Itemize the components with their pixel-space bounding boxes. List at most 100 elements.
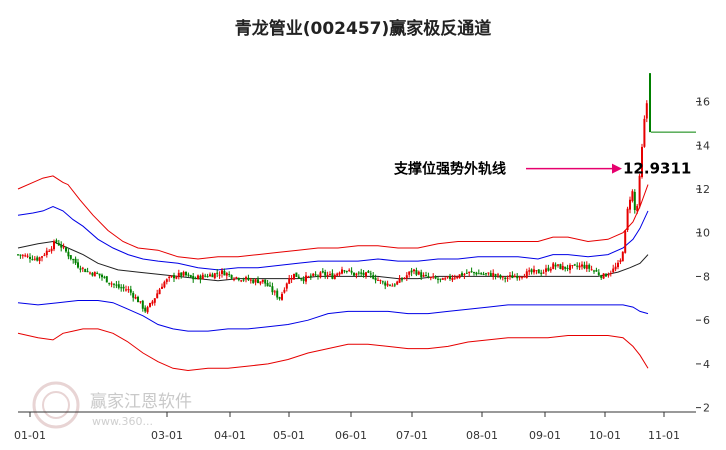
candle-body <box>115 284 118 286</box>
candle-body <box>489 273 492 277</box>
candle-body <box>165 279 168 282</box>
candle-body <box>182 271 185 276</box>
candle-body <box>410 270 413 273</box>
candle-body <box>153 298 156 303</box>
candle-body <box>480 273 483 275</box>
candle-body <box>197 275 199 279</box>
watermark-logo-icon <box>32 381 80 429</box>
x-tick-label: 03-01 <box>151 429 183 442</box>
x-tick-label: 11-01 <box>648 429 680 442</box>
candle-body <box>413 269 415 272</box>
candle-body <box>540 272 543 274</box>
candle-body <box>252 279 255 283</box>
candle-body <box>122 286 125 289</box>
candle-body <box>554 264 557 267</box>
candle-body <box>108 282 111 284</box>
candle-body <box>528 270 531 272</box>
candle-body <box>408 271 411 275</box>
candle-body <box>26 255 29 257</box>
candle-body <box>357 272 360 274</box>
candle-body <box>353 272 355 276</box>
candle-body <box>81 267 84 269</box>
candle-body <box>501 276 504 278</box>
candle-body <box>211 274 214 278</box>
candle-body <box>451 277 454 281</box>
candle-body <box>561 265 564 270</box>
candle-body <box>245 277 247 280</box>
candle-body <box>417 271 420 275</box>
candle-body <box>439 278 442 280</box>
candle-body <box>487 272 490 274</box>
candle-body <box>180 272 183 276</box>
candle-body <box>305 275 307 282</box>
candle-body <box>141 300 144 309</box>
candle-body <box>149 303 151 307</box>
upper-inner-band <box>17 205 649 271</box>
candle-body <box>422 275 425 277</box>
axes: 01-01 03-01 04-01 05-01 06-01 07-01 08-01 09-01… <box>14 96 710 442</box>
candle-body <box>521 276 523 278</box>
watermark: 赢家江恩软件 www.360... <box>32 381 192 429</box>
candle-body <box>381 281 384 283</box>
candle-body <box>297 276 300 279</box>
candle-body <box>163 281 166 288</box>
candle-body <box>465 272 468 274</box>
candle-body <box>350 270 353 273</box>
candle-body <box>571 265 574 267</box>
candle-body <box>69 255 72 259</box>
lower-outer-band <box>17 328 649 372</box>
candle-body <box>261 279 264 282</box>
candle-body <box>463 274 466 276</box>
candle-body <box>74 258 77 264</box>
candle-body <box>386 283 389 286</box>
candle-body <box>583 264 586 269</box>
candle-body <box>626 208 629 230</box>
candle-body <box>161 286 163 289</box>
candle-body <box>156 293 159 299</box>
candle-body <box>549 268 552 271</box>
candle-body <box>429 277 432 279</box>
candle-body <box>319 272 322 278</box>
candle-body <box>129 289 132 293</box>
candle-body <box>643 118 646 147</box>
candle-body <box>144 307 147 312</box>
candle-body <box>113 283 115 285</box>
y-tick-label: 4 <box>703 358 710 371</box>
candle-body <box>247 277 250 281</box>
candle-body <box>393 284 396 286</box>
candle-body <box>72 259 75 261</box>
candle-body <box>57 242 60 246</box>
candle-body <box>432 276 435 278</box>
candle-body <box>602 273 605 279</box>
candle-body <box>530 269 533 273</box>
candle-body <box>621 251 624 262</box>
candle-body <box>269 285 271 287</box>
candle-body <box>336 273 339 276</box>
candle-body <box>273 291 276 293</box>
candle-body <box>309 275 312 277</box>
candle-body <box>633 191 636 210</box>
candle-body <box>595 270 598 272</box>
candle-body <box>293 273 295 280</box>
candle-body <box>218 274 221 276</box>
candle-body <box>441 278 444 280</box>
candle-body <box>499 275 502 278</box>
candle-body <box>367 271 370 273</box>
candle-body <box>590 269 593 271</box>
candle-body <box>405 275 408 279</box>
x-tick-label: 01-01 <box>14 429 46 442</box>
candle-body <box>31 259 34 261</box>
candle-body <box>578 265 581 268</box>
candle-body <box>403 277 406 279</box>
candle-body <box>60 244 63 248</box>
candle-body <box>137 296 139 303</box>
candle-body <box>396 281 399 285</box>
candle-body <box>187 274 190 276</box>
chart-title: 青龙管业(002457)赢家极反通道 <box>234 19 492 39</box>
candle-body <box>139 301 142 303</box>
annotation-label: 支撑位强势外轨线 <box>393 161 506 178</box>
candle-body <box>189 275 192 278</box>
candle-body <box>158 289 161 295</box>
candle-body <box>125 289 127 291</box>
candle-body <box>605 274 607 277</box>
